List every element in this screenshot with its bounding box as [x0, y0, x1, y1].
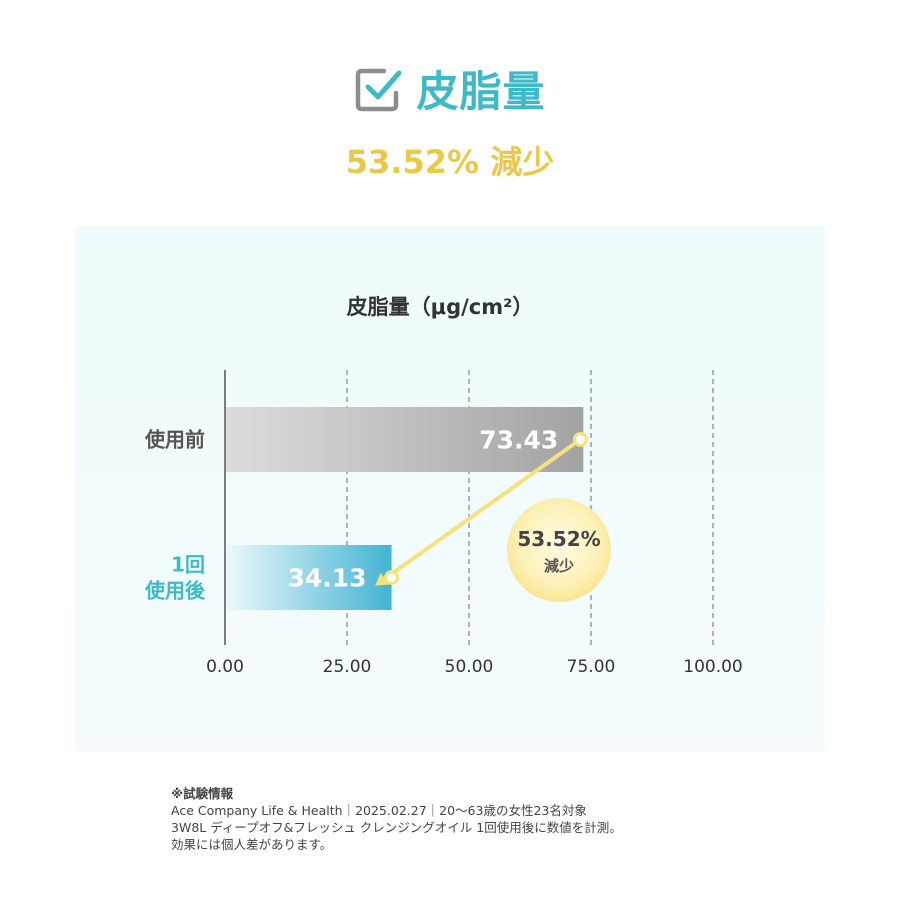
- bar-value-label: 34.13: [287, 564, 366, 593]
- reduction-headline: 53.52% 減少: [345, 143, 555, 181]
- notes-line: Ace Company Life & Health｜2025.02.27｜20〜…: [171, 803, 587, 818]
- chart-panel: 皮脂量（μg/cm²） 73.43 34.13 使用前 1回使用後 0.00 25.0…: [75, 226, 825, 751]
- title-row: 皮脂量: [0, 58, 900, 119]
- x-tick-label: 50.00: [445, 657, 494, 677]
- category-label: 1回使用後: [144, 553, 206, 603]
- x-tick-label: 0.00: [206, 657, 244, 677]
- arrow-end-dot: [384, 570, 400, 585]
- bars: 73.43 34.13: [225, 407, 584, 610]
- x-tick-label: 75.00: [567, 657, 616, 677]
- category-label: 使用前: [144, 428, 205, 452]
- notes-line: 効果には個人差があります。: [171, 837, 333, 852]
- test-info-notes: ※試験情報 Ace Company Life & Health｜2025.02.…: [171, 785, 622, 853]
- notes-heading: ※試験情報: [171, 786, 234, 801]
- reduction-annotation: 53.52% 減少: [375, 432, 611, 602]
- bar: [225, 407, 584, 472]
- arrow-start-dot: [572, 432, 588, 447]
- badge-value: 53.52%: [517, 527, 600, 551]
- arrow-head: [375, 572, 390, 586]
- bar-chart: 皮脂量（μg/cm²） 73.43 34.13 使用前 1回使用後 0.00 25.0…: [144, 295, 743, 677]
- reduction-arrow: [382, 437, 582, 582]
- page-title: 皮脂量: [416, 67, 546, 116]
- chart-title: 皮脂量（μg/cm²）: [347, 295, 534, 319]
- category-labels: 使用前 1回使用後: [144, 428, 206, 603]
- badge-label: 減少: [544, 557, 574, 575]
- bar-value-label: 73.43: [479, 426, 558, 455]
- checkbox-icon: [356, 68, 402, 111]
- x-tick-label: 25.00: [323, 657, 372, 677]
- x-tick-label: 100.00: [683, 657, 742, 677]
- reduction-badge: [507, 498, 611, 602]
- x-tick-labels: 0.00 25.00 50.00 75.00 100.00: [206, 657, 743, 677]
- page-header: 皮脂量 53.52% 減少: [0, 58, 900, 183]
- notes-line: 3W8L ディープオフ&フレッシュ クレンジングオイル 1回使用後に数値を計測。: [171, 820, 622, 835]
- bar: [225, 545, 392, 610]
